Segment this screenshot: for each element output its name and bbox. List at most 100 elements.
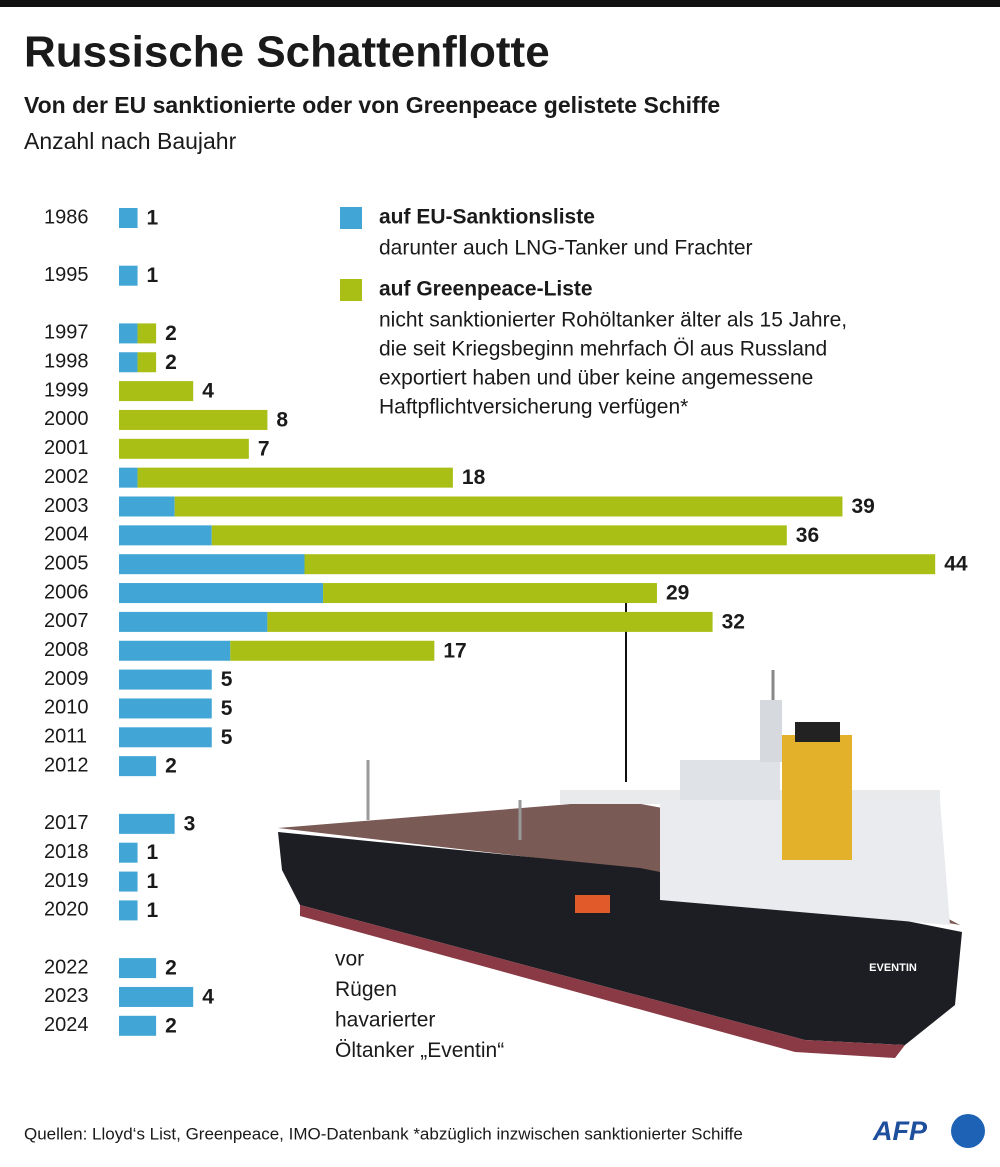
chart-title: Russische Schattenflotte	[24, 28, 550, 77]
y-tick-label: 1986	[44, 206, 89, 228]
legend-description: Haftpflichtversicherung verfügen*	[379, 396, 688, 419]
bar-segment	[211, 525, 787, 546]
bar-segment	[119, 265, 138, 286]
total-label: 32	[722, 610, 745, 633]
annotation: Rügen	[335, 978, 397, 1001]
y-tick-label: 2002	[44, 466, 89, 488]
bar-segment	[119, 669, 212, 690]
bar-segment	[137, 467, 453, 488]
y-tick-label: 2018	[44, 841, 89, 863]
legend-label: auf EU-Sanktionsliste	[379, 206, 595, 229]
y-tick-label: 2023	[44, 985, 89, 1007]
y-tick-label: 2011	[44, 726, 87, 748]
y-tick-label: 1999	[44, 379, 89, 401]
bar-segment	[119, 1015, 157, 1036]
y-tick-label: 2005	[44, 552, 89, 574]
bar-segment	[119, 525, 212, 546]
y-tick-label: 2001	[44, 437, 89, 459]
total-label: 2	[165, 755, 177, 778]
annotation: Öltanker „Eventin“	[335, 1039, 504, 1062]
y-tick-label: 2024	[44, 1014, 89, 1036]
bar-segment	[119, 698, 212, 719]
total-label: 5	[221, 668, 233, 691]
total-label: 1	[147, 899, 159, 922]
bar-segment	[119, 352, 138, 373]
total-label: 2	[165, 1014, 177, 1037]
bar-segment	[174, 496, 843, 517]
y-tick-label: 1997	[44, 322, 89, 344]
bar-segment	[119, 208, 138, 228]
total-label: 1	[147, 207, 159, 230]
bar-segment	[119, 323, 138, 344]
bar-segment	[119, 756, 157, 777]
y-tick-label: 2003	[44, 495, 89, 517]
bar-segment	[267, 611, 713, 632]
total-label: 36	[796, 524, 819, 547]
svg-text:EVENTIN: EVENTIN	[869, 962, 917, 974]
bar-segment	[119, 986, 194, 1007]
legend-swatch	[340, 279, 362, 301]
bar-segment	[119, 438, 249, 459]
legend-description: nicht sanktionierter Rohöltanker älter a…	[379, 309, 847, 332]
total-label: 1	[147, 870, 159, 893]
total-label: 5	[221, 697, 233, 720]
y-tick-label: 2012	[44, 754, 89, 776]
bar-segment	[119, 554, 305, 575]
bar-segment	[119, 496, 175, 517]
ship-illustration: EVENTIN	[278, 670, 962, 1058]
bar-segment	[323, 583, 657, 604]
bar-segment	[230, 640, 435, 661]
bar-segment	[137, 352, 157, 373]
bar-segment	[119, 958, 157, 979]
legend-swatch	[340, 207, 362, 229]
total-label: 8	[276, 408, 288, 431]
chart-subtitle: Von der EU sanktionierte oder von Greenp…	[24, 92, 720, 118]
total-label: 5	[221, 726, 233, 749]
y-tick-label: 2004	[44, 524, 89, 546]
bar-segment	[119, 813, 175, 834]
bar-segment	[119, 611, 268, 632]
legend-description: exportiert haben und über keine angemess…	[379, 367, 813, 390]
total-label: 39	[851, 495, 874, 518]
bar-segment	[119, 583, 324, 604]
total-label: 4	[202, 380, 214, 403]
y-tick-label: 2010	[44, 697, 89, 719]
total-label: 1	[147, 841, 159, 864]
legend-description: die seit Kriegsbeginn mehrfach Öl aus Ru…	[379, 338, 827, 361]
bar-segment	[119, 381, 194, 402]
unit-note: Anzahl nach Baujahr	[24, 128, 237, 154]
total-label: 44	[944, 553, 968, 576]
top-rule	[0, 0, 1000, 7]
y-tick-label: 2019	[44, 870, 89, 892]
bar-segment	[137, 323, 157, 344]
total-label: 29	[666, 582, 689, 605]
legend-description: darunter auch LNG-Tanker und Frachter	[379, 237, 753, 260]
total-label: 17	[443, 639, 466, 662]
total-label: 2	[165, 351, 177, 374]
y-tick-label: 2007	[44, 610, 89, 632]
total-label: 2	[165, 957, 177, 980]
bar-segment	[119, 871, 138, 892]
annotation: havarierter	[335, 1009, 435, 1032]
bar-segment	[119, 900, 138, 921]
y-tick-label: 1995	[44, 264, 89, 286]
annotation: vor	[335, 948, 364, 971]
total-label: 1	[147, 264, 159, 287]
y-tick-label: 2022	[44, 956, 89, 978]
y-tick-label: 2006	[44, 581, 89, 603]
bar-segment	[304, 554, 936, 575]
bar-segment	[119, 409, 268, 430]
bar-segment	[119, 467, 138, 488]
total-label: 7	[258, 437, 270, 460]
bar-segment	[119, 727, 212, 748]
legend-label: auf Greenpeace-Liste	[379, 278, 593, 301]
y-tick-label: 2000	[44, 408, 89, 430]
source: Quellen: Lloyd‘s List, Greenpeace, IMO-D…	[24, 1124, 743, 1143]
y-tick-label: 2009	[44, 668, 89, 690]
y-tick-label: 2020	[44, 899, 89, 921]
total-label: 2	[165, 322, 177, 345]
total-label: 3	[184, 812, 196, 835]
logo: AFP	[872, 1116, 928, 1146]
y-tick-label: 1998	[44, 351, 89, 373]
